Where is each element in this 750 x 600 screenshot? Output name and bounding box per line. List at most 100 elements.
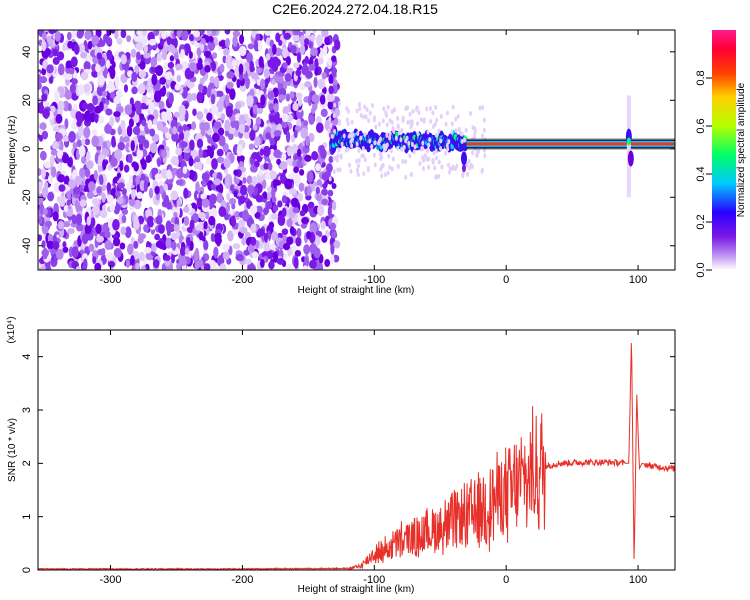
spectrogram-noise-mark [56,100,65,112]
spectrogram-noise-mark [99,101,104,112]
spectrogram-noise-mark [261,179,267,189]
spectrogram-noise-mark [281,195,288,204]
spectrogram-noise-mark [147,219,154,228]
spectrogram-noise-mark [123,164,130,173]
spectrogram-noise-mark [75,213,83,226]
spectrogram-noise-mark [241,237,247,246]
spectrogram-faint-mark [383,172,387,178]
spectrogram-noise-mark [52,241,60,250]
spectrogram-faint-mark [338,167,342,173]
spectrogram-noise-mark [334,107,341,117]
spectrogram-noise-mark [102,159,107,171]
spectrogram-noise-mark [239,34,245,45]
spectrogram-noise-mark [66,208,74,217]
spectrogram-noise-mark [315,116,322,124]
spectrogram-noise-mark [229,184,235,192]
spectrogram-noise-mark [128,174,133,187]
spectrogram-noise-mark [242,177,247,184]
spectrogram-noise-mark [84,138,91,146]
spectrogram-noise-mark [265,171,271,181]
spectrogram-faint-mark [428,137,432,143]
spectrogram-faint-mark [404,174,408,180]
spectrogram-noise-mark [206,112,213,122]
spectrogram-noise-mark [138,113,145,121]
spectrogram-faint-mark [444,150,448,156]
spectrogram-noise-mark [167,61,175,69]
spectrogram-xtick-label: -300 [100,274,122,286]
spectrogram-faint-mark [359,135,363,141]
spectrogram-noise-mark [178,131,185,142]
spectrogram-noise-mark [170,190,179,201]
spectrogram-image [38,30,675,270]
spectrogram-noise-mark [272,251,279,263]
spectrogram-noise-mark [147,119,153,130]
spectrogram-faint-mark [389,148,393,154]
spectrogram-noise-mark [306,170,314,183]
spectrogram-ytick-label: 0 [21,146,33,152]
spectrogram-noise-mark [286,146,292,157]
spectrogram-noise-mark [119,160,124,172]
spectrogram-faint-mark [448,166,452,172]
spectrogram-noise-mark [48,30,56,35]
spectrogram-noise-mark [183,187,189,199]
spectrogram-noise-mark [206,30,213,37]
spectrogram-noise-mark [224,177,231,189]
spectrogram-noise-mark [308,63,316,71]
spectrogram-faint-mark [425,106,429,112]
spectrogram-faint-mark [358,106,362,112]
spectrogram-noise-mark [143,52,151,59]
spectrogram-noise-mark [149,128,156,137]
spectrogram-noise-mark [114,30,119,40]
spectrogram-noise-mark [296,148,302,157]
spectrogram-faint-mark [396,163,400,169]
spectrogram-noise-mark [41,39,47,52]
spectrogram-noise-mark [152,118,158,126]
spectrogram-noise-mark [55,113,63,124]
spectrogram-noise-mark [134,65,140,74]
spectrogram-noise-mark [168,92,174,105]
spectrogram-noise-mark [268,260,275,270]
spectrogram-noise-mark [236,144,243,153]
spectrogram-noise-mark [158,224,165,234]
spectrogram-noise-mark [148,187,154,199]
spectrogram-noise-mark [170,232,179,241]
spectrogram-noise-mark [248,143,255,150]
spectrogram-noise-mark [62,246,69,253]
spectrogram-noise-mark [104,239,112,251]
spectrogram-faint-mark [382,143,386,149]
spectrogram-noise-mark [309,242,317,255]
spectrogram-faint-mark [469,111,473,117]
spectrogram-noise-mark [91,197,100,206]
spectrogram-noise-mark [304,81,312,88]
spectrogram-noise-mark [265,201,273,210]
spectrogram-noise-mark [38,181,43,188]
spectrogram-noise-mark [57,63,65,76]
spectrogram-faint-mark [355,167,359,173]
spectrogram-noise-mark [238,63,244,75]
spectrogram-noise-mark [299,83,306,91]
spectrogram-noise-mark [251,264,256,270]
spectrogram-noise-mark [117,182,125,189]
spectrogram-noise-mark [181,30,189,41]
spectrogram-faint-mark [473,127,477,133]
spectrogram-noise-mark [315,186,320,195]
spectrogram-noise-mark [293,130,298,139]
spectrogram-faint-mark [451,104,455,110]
spectrogram-faint-mark [419,117,423,123]
spectrogram-noise-mark [173,111,180,118]
spectrogram-faint-mark [379,136,383,142]
spectrogram-noise-mark [255,194,264,203]
spectrogram-faint-mark [454,128,458,134]
spectrogram-noise-mark [315,163,322,172]
spectrogram-noise-mark [309,34,316,42]
spectrogram-noise-mark [232,35,238,48]
spectrogram-faint-mark [404,106,408,112]
spectrogram-noise-mark [225,37,230,49]
spectrogram-noise-mark [126,35,132,43]
spectrogram-faint-mark [380,173,384,179]
snr-xtick-label: -200 [231,574,253,586]
spectrogram-noise-mark [140,265,146,270]
colorbar-gradient [712,30,736,270]
spectrogram-faint-mark [373,140,377,146]
